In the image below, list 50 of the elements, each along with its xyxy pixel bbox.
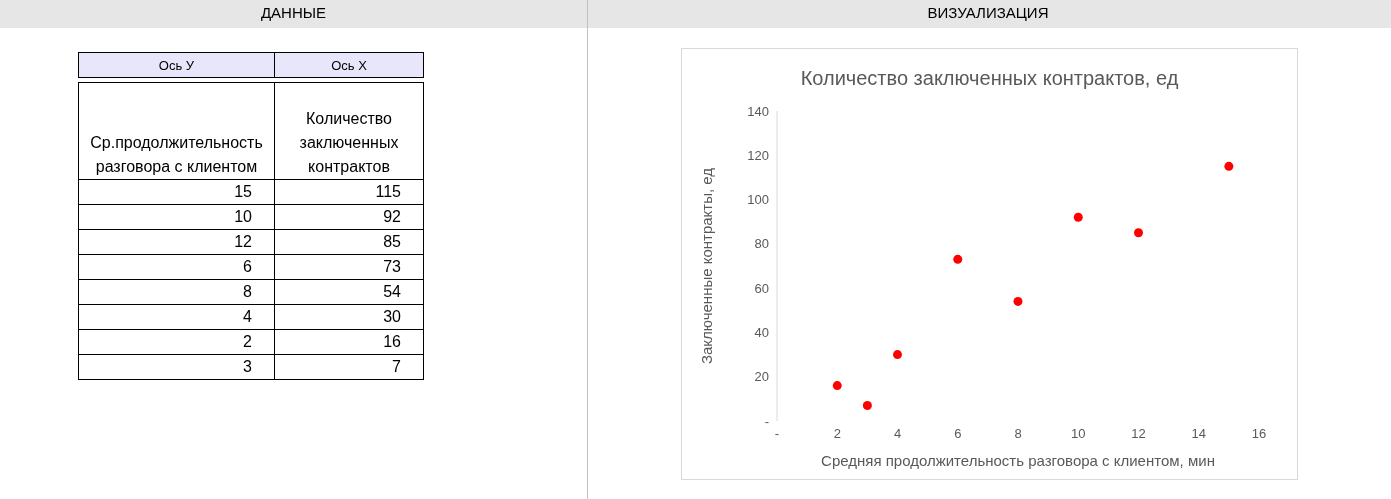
point xyxy=(1224,161,1234,171)
point xyxy=(832,381,842,391)
text: 2 xyxy=(78,329,275,355)
text: Количество заключенных контрактов xyxy=(274,82,424,180)
text: 92 xyxy=(274,204,424,230)
text: Ср.продолжительность разговора с клиентом xyxy=(78,82,275,180)
x-tick-label: 12 xyxy=(1131,426,1146,442)
x-tick-label: 8 xyxy=(1014,426,1022,442)
text: 3 xyxy=(78,354,275,380)
text: ДАННЫЕ xyxy=(259,4,328,21)
point xyxy=(862,401,872,410)
text: 85 xyxy=(274,229,424,255)
y-tick-label: 140 xyxy=(747,103,769,119)
text: 54 xyxy=(274,279,424,305)
y-tick-label: 60 xyxy=(754,280,769,296)
text: ВИЗУАЛИЗАЦИЯ xyxy=(926,4,1050,21)
point xyxy=(893,350,902,360)
text: 8 xyxy=(78,279,275,305)
x-tick-label: 16 xyxy=(1251,426,1267,442)
text: 12 xyxy=(78,229,275,255)
y-tick-label: 20 xyxy=(754,369,769,385)
x-tick-label: 10 xyxy=(1071,426,1086,442)
point xyxy=(1013,296,1023,306)
text: 10 xyxy=(78,204,275,230)
text: 4 xyxy=(78,304,275,330)
point xyxy=(1073,212,1083,222)
x-tick-label: 4 xyxy=(893,426,902,442)
y-tick-label: 120 xyxy=(747,147,769,163)
text: Ось У xyxy=(78,52,275,78)
chart-title: Количество заключенных контрактов, ед xyxy=(799,67,1180,91)
point xyxy=(953,254,963,264)
text: 16 xyxy=(274,329,424,355)
y-tick-label: 40 xyxy=(754,325,769,341)
text: 6 xyxy=(78,254,275,280)
text: 30 xyxy=(274,304,424,330)
x-tick-label: 2 xyxy=(833,426,841,442)
text: 115 xyxy=(274,179,424,205)
x-tick-label: 14 xyxy=(1191,426,1206,442)
y-tick-label: - xyxy=(764,413,769,429)
y-axis-title: Заключенные контракты, ед xyxy=(698,167,716,365)
text: 15 xyxy=(78,179,275,205)
text: Ось Х xyxy=(274,52,424,78)
y-tick-label: 100 xyxy=(747,192,769,208)
y-tick-label: 80 xyxy=(754,236,769,252)
x-axis-title: Средняя продолжительность разговора с клиентом, мин xyxy=(821,452,1215,469)
text: 73 xyxy=(274,254,424,280)
text: 7 xyxy=(274,354,424,380)
point xyxy=(1134,228,1143,238)
x-tick-label: - xyxy=(774,426,780,442)
x-tick-label: 6 xyxy=(954,426,962,442)
